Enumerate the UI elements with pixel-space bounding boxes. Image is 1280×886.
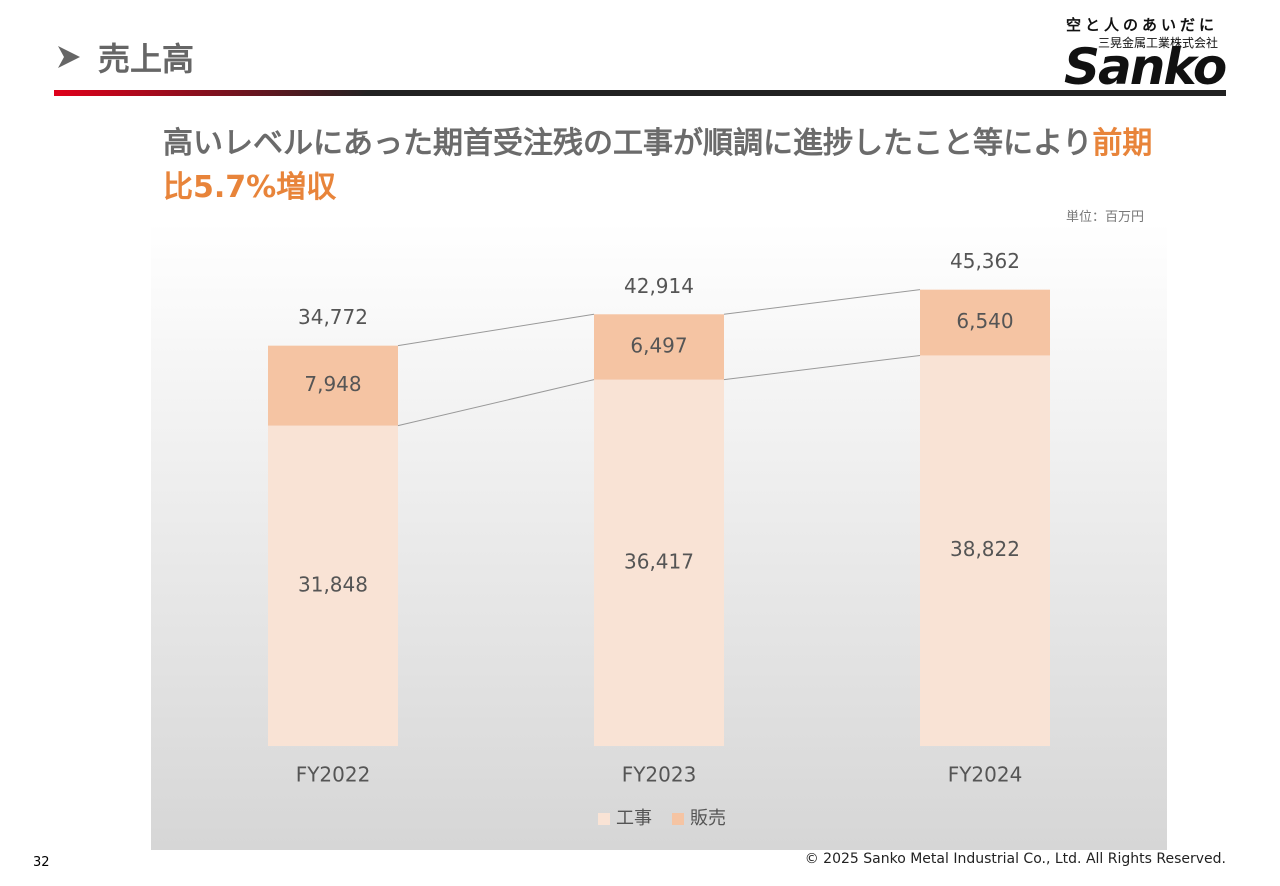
- headline-text: 高いレベルにあった期首受注残の工事が順調に進捗したこと等により: [163, 126, 1093, 161]
- unit-label: 単位：百万円: [1066, 210, 1145, 225]
- bar-segment: [920, 355, 1050, 746]
- x-tick-label: FY2023: [622, 763, 697, 787]
- header-accent: [54, 90, 370, 96]
- page-number: 32: [33, 855, 50, 870]
- bar-segment: [268, 425, 398, 746]
- x-tick-label: FY2022: [296, 763, 371, 787]
- total-label: 45,362: [950, 249, 1020, 273]
- header-decor: [54, 46, 1226, 96]
- data-label: 31,848: [298, 572, 368, 596]
- legend-swatch: [598, 813, 610, 825]
- connector-line: [723, 289, 921, 315]
- total-label: 42,914: [624, 274, 694, 298]
- headline: 高いレベルにあった期首受注残の工事が順調に進捗したこと等により前期比5.7%増収: [163, 122, 1163, 210]
- bar-segment: [594, 314, 724, 380]
- bar-segment: [920, 289, 1050, 356]
- legend-label: 販売: [690, 808, 726, 829]
- logo-brand: Sanko: [1064, 38, 1227, 96]
- legend-label: 工事: [616, 808, 652, 829]
- copyright: © 2025 Sanko Metal Industrial Co., Ltd. …: [804, 851, 1226, 867]
- bar-segment: [594, 379, 724, 746]
- slide-title: 売上高: [98, 40, 195, 78]
- connector-line: [397, 379, 595, 427]
- headline-highlight: 前期比5.7%増収: [163, 126, 1153, 205]
- data-label: 6,540: [956, 309, 1013, 333]
- total-label: 34,772: [298, 305, 368, 329]
- data-label: 7,948: [304, 372, 361, 396]
- data-label: 38,822: [950, 537, 1020, 561]
- logo-company: 三晃金属工業株式会社: [1098, 36, 1219, 50]
- legend-swatch: [672, 813, 684, 825]
- data-label: 36,417: [624, 549, 694, 573]
- bullet-arrow: [58, 46, 80, 68]
- data-label: 6,497: [630, 333, 687, 357]
- connector-line: [723, 354, 921, 381]
- logo-tagline: 空と人のあいだに: [1066, 16, 1219, 34]
- x-tick-label: FY2024: [948, 763, 1023, 787]
- connector-line: [397, 313, 595, 347]
- header-rule: [54, 90, 1226, 96]
- bar-segment: [268, 345, 398, 426]
